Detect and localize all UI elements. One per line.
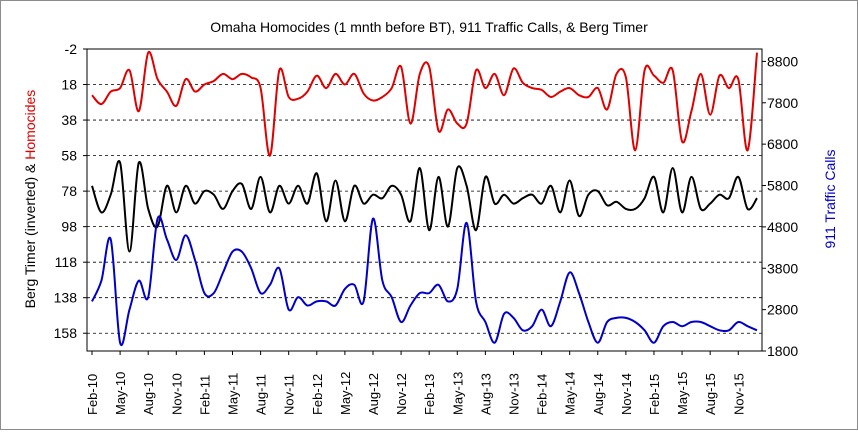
- right-tick-label: 3800: [767, 260, 798, 276]
- x-tick-label: Feb-11: [197, 375, 212, 415]
- left-tick-label: 78: [61, 183, 77, 199]
- left-tick-label: 38: [61, 112, 77, 128]
- series-line-911-calls: [91, 215, 758, 347]
- x-tick-label: Aug-12: [366, 373, 381, 415]
- left-tick-label: 138: [54, 290, 78, 306]
- x-tick-label: Aug-10: [141, 373, 156, 415]
- right-axis-ticks: 8800 7800 6800 5800 4800 3800 2800 1800: [762, 53, 798, 359]
- plot-area: [86, 48, 763, 352]
- x-tick-label: Aug-15: [703, 373, 718, 415]
- x-tick-label: May-12: [338, 372, 353, 415]
- x-tick-label: Aug-11: [254, 374, 269, 415]
- right-tick-label: 6800: [767, 136, 798, 152]
- x-tick-label: Aug-13: [478, 373, 493, 415]
- x-tick-label: Feb-12: [310, 374, 325, 415]
- y-axis-label-left-part2: Homocides: [22, 90, 38, 160]
- x-tick-label: Feb-14: [535, 374, 550, 415]
- right-tick-label: 1800: [767, 343, 798, 359]
- series-line-homicides: [91, 50, 758, 157]
- x-tick-label: Nov-15: [731, 373, 746, 415]
- x-tick-label: May-11: [225, 373, 240, 415]
- y-axis-label-left: Berg Timer (inverted) & Homocides: [22, 90, 38, 309]
- x-tick-label: Nov-13: [506, 373, 521, 415]
- series-line-berg-timer: [91, 160, 758, 253]
- left-tick-label: 118: [55, 254, 78, 270]
- left-tick-label: 18: [61, 77, 77, 93]
- left-tick-label: -2: [65, 41, 78, 57]
- y-axis-label-left-part1: Berg Timer (inverted) &: [22, 160, 38, 309]
- x-tick-label: May-14: [563, 372, 578, 415]
- chart-title: Omaha Homocides (1 mnth before BT), 911 …: [210, 19, 648, 35]
- x-tick-label: Feb-13: [422, 374, 437, 415]
- left-tick-label: 58: [61, 148, 77, 164]
- y-axis-label-right: 911 Traffic Calls: [822, 149, 838, 248]
- right-tick-label: 5800: [767, 178, 798, 194]
- x-tick-label: Nov-12: [394, 373, 409, 415]
- right-tick-label: 2800: [767, 302, 798, 318]
- left-tick-label: 98: [61, 219, 77, 235]
- right-tick-label: 8800: [767, 53, 798, 69]
- x-tick-label: Feb-15: [647, 374, 662, 415]
- x-tick-label: May-10: [113, 372, 128, 415]
- left-tick-label: 158: [54, 325, 78, 341]
- x-tick-label: Nov-11: [282, 374, 297, 415]
- x-tick-label: May-13: [450, 372, 465, 415]
- right-tick-label: 7800: [767, 95, 798, 111]
- right-tick-label: 4800: [767, 219, 798, 235]
- x-tick-label: Nov-14: [619, 373, 634, 415]
- x-tick-label: Feb-10: [85, 374, 100, 415]
- x-tick-label: Nov-10: [169, 373, 184, 415]
- series-lines: [91, 50, 758, 347]
- x-tick-label: Aug-14: [591, 373, 606, 415]
- x-tick-label: May-15: [675, 372, 690, 415]
- left-axis-ticks: -2 18 38 58 78 98 118 138 158: [54, 41, 87, 341]
- x-axis-ticks: Feb-10 May-10 Aug-10 Nov-10 Feb-11 May-11 Aug-…: [85, 351, 746, 415]
